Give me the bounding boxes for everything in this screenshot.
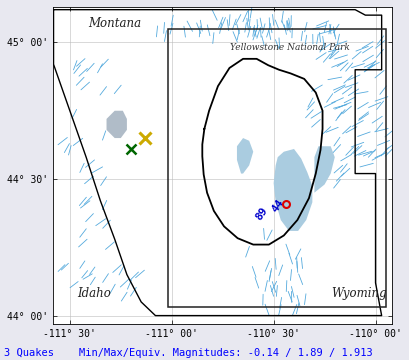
Text: 3 Quakes    Min/Max/Equiv. Magnitudes: -0.14 / 1.89 / 1.913: 3 Quakes Min/Max/Equiv. Magnitudes: -0.1…: [4, 348, 372, 358]
Text: Montana: Montana: [88, 17, 141, 30]
Text: 89: 89: [253, 205, 269, 222]
Polygon shape: [273, 149, 312, 231]
Polygon shape: [106, 111, 127, 138]
Text: Wyoming: Wyoming: [330, 287, 386, 300]
Text: Yellowstone National Park: Yellowstone National Park: [229, 44, 349, 53]
Text: Idaho: Idaho: [77, 287, 111, 300]
Bar: [167, 29, 385, 307]
Polygon shape: [236, 138, 253, 174]
Text: 44: 44: [269, 197, 285, 214]
Polygon shape: [314, 146, 334, 193]
